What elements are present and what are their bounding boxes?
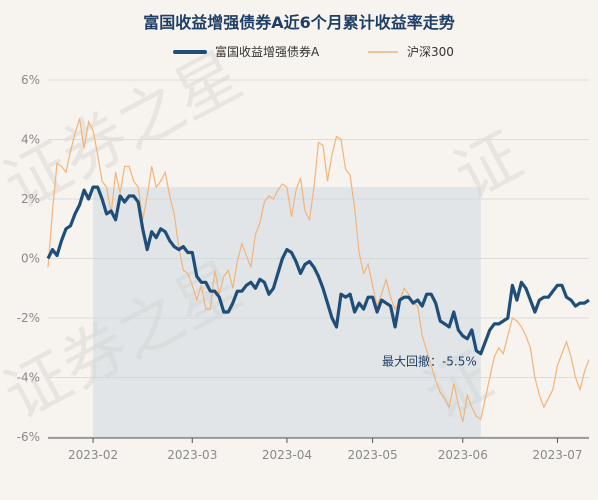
legend-label-index: 沪深300 <box>407 45 454 59</box>
x-tick-label: 2023-02 <box>68 448 118 462</box>
grid-lines <box>48 79 589 438</box>
y-tick-label: -6% <box>17 430 40 444</box>
y-tick-label: 0% <box>21 252 40 266</box>
x-tick-label: 2023-04 <box>262 448 312 462</box>
x-tick-label: 2023-06 <box>438 448 488 462</box>
y-tick-label: -2% <box>17 311 40 325</box>
x-tick-label: 2023-03 <box>167 448 217 462</box>
y-tick-label: 6% <box>21 73 40 87</box>
y-tick-label: -4% <box>17 371 40 385</box>
y-tick-label: 4% <box>21 133 40 147</box>
legend: 富国收益增强债券A 沪深300 <box>173 44 454 59</box>
max-drawdown-label: 最大回撤：-5.5% <box>382 354 477 369</box>
x-axis-ticks: 2023-02 2023-03 2023-04 2023-05 2023-06 2023-… <box>68 438 583 462</box>
x-tick-label: 2023-05 <box>348 448 398 462</box>
legend-label-fund: 富国收益增强债券A <box>215 44 320 59</box>
chart-title: 富国收益增强债券A近6个月累计收益率走势 <box>143 13 455 32</box>
x-tick-label: 2023-07 <box>532 448 582 462</box>
y-tick-label: 2% <box>21 192 40 206</box>
series-line-fund <box>46 185 590 356</box>
drawdown-region <box>93 187 481 437</box>
y-axis-ticks: 6% 4% 2% 0% -2% -4% -6% <box>17 73 40 444</box>
series-line-index <box>47 118 590 423</box>
